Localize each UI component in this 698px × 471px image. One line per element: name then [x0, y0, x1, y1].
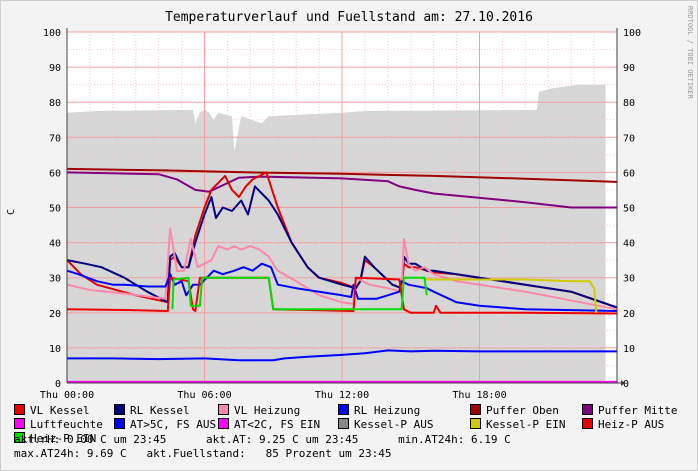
series-line-at-5c-fs-aus: [67, 349, 617, 362]
legend-label: RL Heizung: [354, 404, 421, 417]
legend-label: Kessel-P AUS: [354, 418, 434, 431]
legend-swatch: [582, 404, 593, 415]
y-tick-label-left: 0: [55, 379, 61, 390]
legend-swatch: [218, 418, 229, 429]
rrdtool-side-label: RRDTOOL / TOBI OETIKER: [686, 6, 694, 100]
y-tick-label-left: 50: [49, 204, 61, 215]
series-line-heiz-p-ein: [171, 276, 428, 311]
x-tick-label: Thu 18:00: [452, 390, 506, 401]
legend-row: Luftfeuchte AT>5C, FS AUS AT<2C, FS EIN Kes…: [14, 418, 694, 432]
y-tick-label-left: 30: [49, 274, 61, 285]
y-tick-label-left: 40: [49, 239, 61, 250]
legend-item: Puffer Mitte: [582, 404, 677, 417]
legend-label: VL Kessel: [30, 404, 90, 417]
legend: VL Kessel RL Kessel VL Heizung RL Heizung Pu…: [14, 404, 694, 446]
area-fuellstand: [67, 84, 606, 383]
legend-swatch: [470, 418, 481, 429]
y-tick-label-right: 40: [623, 239, 635, 250]
series-line-vl-heizung: [66, 227, 618, 311]
legend-swatch: [114, 418, 125, 429]
y-tick-label-left: 20: [49, 309, 61, 320]
y-tick-label-left: 100: [43, 28, 61, 39]
legend-swatch: [338, 418, 349, 429]
chart-title: Temperaturverlauf und Fuellstand am: 27.…: [165, 10, 533, 25]
legend-label: Heiz-P EIN: [30, 432, 97, 445]
legend-swatch: [338, 404, 349, 415]
legend-item: Heiz-P AUS: [582, 418, 664, 431]
y-axis-label: C: [6, 209, 17, 215]
legend-label: RL Kessel: [130, 404, 190, 417]
x-axis-arrow-icon: [621, 380, 625, 386]
legend-item: Kessel-P EIN: [470, 418, 565, 431]
fill-layer: [67, 84, 606, 383]
y-tick-label-left: 90: [49, 63, 61, 74]
y-tick-label-right: 60: [623, 168, 635, 179]
legend-label: AT>5C, FS AUS: [130, 418, 217, 431]
x-tick-label: Thu 06:00: [177, 390, 231, 401]
legend-swatch: [114, 404, 125, 415]
y-tick-label-right: 80: [623, 98, 635, 109]
legend-swatch: [582, 418, 593, 429]
series-line-kessel-p-ein: [424, 278, 598, 313]
legend-item: RL Kessel: [114, 404, 190, 417]
legend-label: VL Heizung: [234, 404, 301, 417]
y-tick-label-right: 0: [623, 379, 629, 390]
series-line-puffer-oben: [66, 167, 618, 183]
legend-item: Kessel-P AUS: [338, 418, 433, 431]
y-tick-label-left: 10: [49, 344, 61, 355]
y-tick-label-right: 10: [623, 344, 635, 355]
legend-item: Puffer Oben: [470, 404, 559, 417]
legend-swatch: [470, 404, 481, 415]
legend-swatch: [14, 418, 25, 429]
legend-swatch: [14, 404, 25, 415]
x-tick-label: Thu 12:00: [315, 390, 369, 401]
stats-line-1: akt.rH: 0.00 C um 23:45 akt.AT: 9.25 C u…: [14, 433, 511, 446]
y-tick-label-right: 20: [623, 309, 635, 320]
legend-item: Luftfeuchte: [14, 418, 103, 431]
y-tick-label-right: 30: [623, 274, 635, 285]
series-line-rl-heizung: [66, 262, 618, 312]
y-tick-label-left: 70: [49, 133, 61, 144]
legend-item: RL Heizung: [338, 404, 420, 417]
x-tick-label: Thu 00:00: [40, 390, 94, 401]
y-tick-label-right: 100: [623, 28, 641, 39]
chart: Temperaturverlauf und Fuellstand am: 27.…: [6, 6, 694, 401]
y-tick-label-right: 70: [623, 133, 635, 144]
legend-label: AT<2C, FS EIN: [234, 418, 321, 431]
legend-item: Heiz-P EIN: [14, 432, 96, 445]
legend-label: Puffer Mitte: [598, 404, 678, 417]
stats-line-2: max.AT24h: 9.69 C akt.Fuellstand: 85 Pro…: [14, 447, 392, 460]
legend-item: AT<2C, FS EIN: [218, 418, 320, 431]
legend-label: Heiz-P AUS: [598, 418, 665, 431]
y-tick-label-right: 50: [623, 204, 635, 215]
legend-item: VL Heizung: [218, 404, 300, 417]
legend-label: Luftfeuchte: [30, 418, 103, 431]
series-line-puffer-mitte: [66, 171, 617, 209]
legend-row: VL Kessel RL Kessel VL Heizung RL Heizung Pu…: [14, 404, 694, 418]
series-layer: [66, 167, 618, 383]
y-tick-label-left: 80: [49, 98, 61, 109]
legend-label: Kessel-P EIN: [486, 418, 566, 431]
legend-label: Puffer Oben: [486, 404, 559, 417]
y-tick-label-left: 60: [49, 168, 61, 179]
legend-item: AT>5C, FS AUS: [114, 418, 216, 431]
y-tick-label-right: 90: [623, 63, 635, 74]
legend-swatch: [14, 432, 25, 443]
legend-item: VL Kessel: [14, 404, 90, 417]
legend-swatch: [218, 404, 229, 415]
axis-layer: 0 0 10 10 20 20 30 30 40 40 50 50 60 60 70 70 80 80 90 90 10…: [40, 28, 641, 401]
legend-row: Heiz-P EIN: [14, 432, 694, 446]
